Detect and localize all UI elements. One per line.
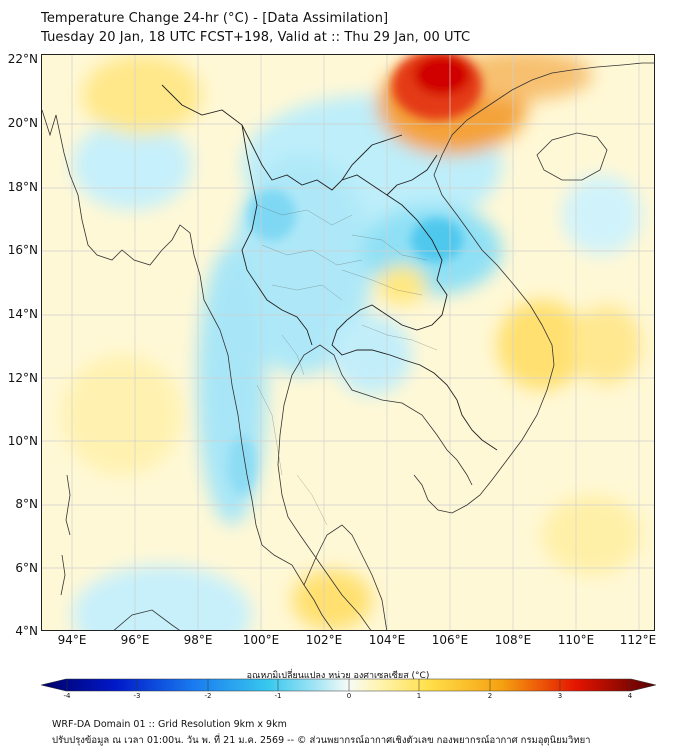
colorbar-title: อุณหภูมิเปลี่ยนแปลง หน่วย องศาเซลเซียส (… [246,671,430,681]
colorbar-tick: -4 [63,692,71,700]
lat-label-16n: 16°N [7,243,38,257]
lat-label-4n: 4°N [15,624,38,638]
lon-label-102e: 102°E [305,633,343,647]
colorbar-tick: 3 [557,692,563,700]
lon-label-110e: 110°E [557,633,595,647]
lat-label-12n: 12°N [7,371,38,385]
coastlines [42,62,654,630]
lat-label-6n: 6°N [15,561,38,575]
graticule [42,55,654,630]
lat-label-10n: 10°N [7,434,38,448]
lat-label-18n: 18°N [7,180,38,194]
lon-label-96e: 96°E [120,633,150,647]
chart-subtitle: Tuesday 20 Jan, 18 UTC FCST+198, Valid a… [41,30,471,45]
lat-label-22n: 22°N [7,52,38,66]
borders [161,84,498,451]
colorbar-tick: -3 [133,692,141,700]
lat-label-8n: 8°N [15,497,38,511]
footer-credits: ปรับปรุงข้อมูล ณ เวลา 01:00น. วัน พ. ที่… [52,735,591,746]
colorbar [40,678,657,692]
colorbar-tick: 0 [346,692,352,700]
colorbar-tick: -1 [274,692,282,700]
lon-label-106e: 106°E [431,633,469,647]
lon-label-98e: 98°E [183,633,213,647]
lon-label-108e: 108°E [494,633,532,647]
colorbar-tick: -2 [204,692,212,700]
lat-label-14n: 14°N [7,307,38,321]
lon-label-104e: 104°E [368,633,406,647]
chart-title: Temperature Change 24-hr (°C) - [Data As… [41,11,389,26]
lon-label-94e: 94°E [57,633,87,647]
map-panel [41,54,655,631]
lon-label-112e: 112°E [619,633,657,647]
temperature-change-map [42,55,654,630]
lat-label-20n: 20°N [7,116,38,130]
colorbar-tick: 2 [487,692,493,700]
footer-domain-info: WRF-DA Domain 01 :: Grid Resolution 9km … [52,719,287,730]
province-lines [256,204,438,526]
colorbar-tick: 4 [627,692,633,700]
lon-label-100e: 100°E [242,633,280,647]
colorbar-tick: 1 [416,692,422,700]
